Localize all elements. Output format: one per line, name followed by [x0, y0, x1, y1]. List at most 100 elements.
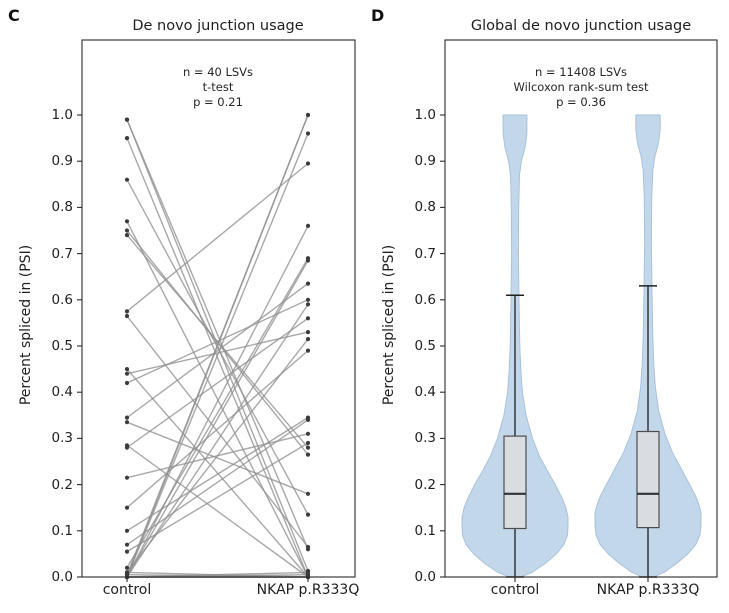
panel-c-annotation-p: p = 0.21 — [193, 95, 243, 109]
control-dot — [124, 415, 130, 420]
box — [503, 435, 527, 530]
panel-d-ylabel: Percent spliced in (PSI) — [381, 244, 397, 406]
panel-c-ylabel: Percent spliced in (PSI) — [18, 244, 34, 406]
panel-c-annotation-test: t-test — [202, 80, 234, 94]
y-tick-label: 0.4 — [51, 384, 73, 401]
variant-dot — [305, 297, 311, 302]
panel-c-plot — [77, 39, 356, 582]
pair-line — [126, 303, 309, 578]
pair-line — [126, 137, 309, 578]
pair-line — [126, 315, 309, 548]
panel-c-title: De novo junction usage — [132, 18, 304, 34]
control-dot — [124, 219, 130, 224]
pair-line — [126, 416, 309, 532]
panel-c-annotation: n = 40 LSVs t-test p = 0.21 — [183, 65, 253, 110]
y-tick-label: 1.0 — [51, 107, 73, 123]
variant-dot — [305, 337, 311, 342]
y-tick-label: 0.8 — [51, 199, 73, 216]
y-tick-label: 0.9 — [51, 153, 73, 170]
y-tick-label: 0.3 — [414, 430, 436, 447]
control-dot — [124, 136, 130, 141]
pair-line — [126, 419, 309, 546]
y-tick-label: 0.7 — [414, 245, 436, 262]
pair-line — [126, 444, 309, 578]
y-tick-label: 0.1 — [414, 522, 436, 539]
y-tick-label: 0.0 — [414, 569, 436, 585]
pair-line — [126, 571, 309, 578]
y-tick-label: 0.6 — [51, 291, 73, 308]
variant-dot — [305, 223, 311, 228]
pair-line — [126, 349, 309, 509]
variant-dot — [305, 330, 311, 335]
variant-dot — [305, 161, 311, 166]
control-dot — [124, 228, 130, 233]
variant-dot — [305, 131, 311, 136]
box — [636, 430, 660, 529]
variant-dot — [305, 570, 311, 575]
pair-line — [126, 421, 309, 495]
control-dot — [124, 549, 130, 554]
control-dot — [124, 420, 130, 425]
control-dot — [124, 313, 130, 319]
pair-line — [126, 282, 309, 419]
pair-line — [126, 225, 309, 578]
pair-line — [126, 132, 309, 578]
y-tick-label: 0.9 — [414, 153, 436, 170]
control-dot — [124, 309, 130, 314]
panel-d-xtick-control: control — [490, 582, 540, 598]
axes-spines — [81, 39, 356, 578]
control-dot — [124, 177, 130, 182]
pair-line — [126, 114, 309, 576]
y-tick-label: 0.8 — [414, 199, 436, 216]
y-tick-label: 0.2 — [51, 476, 73, 493]
y-tick-label: 0.4 — [414, 384, 436, 401]
panel-d-annotation-n: n = 11408 LSVs — [534, 65, 628, 79]
y-tick-label: 0.5 — [51, 338, 73, 354]
control-dot — [124, 475, 130, 480]
panel-d-annotation: n = 11408 LSVs Wilcoxon rank-sum test p … — [513, 65, 648, 110]
panel-d-xtick-nkap: NKAP p.R333Q — [596, 582, 700, 598]
y-tick-label: 0.0 — [51, 569, 73, 585]
panel-d-title: Global de novo junction usage — [470, 18, 692, 34]
variant-dot — [305, 491, 311, 496]
control-dot — [124, 233, 130, 238]
pair-line — [126, 338, 309, 574]
y-tick-label: 0.3 — [51, 430, 73, 447]
variant-dot — [305, 281, 311, 286]
y-tick-label: 0.2 — [414, 476, 436, 493]
pair-line — [126, 317, 309, 449]
variant-dot — [305, 316, 311, 321]
panel-d-plot — [440, 39, 718, 582]
variant-dot — [305, 258, 311, 263]
y-tick-label: 0.1 — [51, 522, 73, 539]
variant-dot — [305, 512, 311, 517]
variant-dot — [305, 431, 311, 436]
control-dot — [124, 445, 130, 450]
control-dot — [124, 380, 130, 386]
control-dot — [124, 542, 130, 547]
panel-c-xtick-control: control — [102, 582, 152, 598]
y-tick-label: 0.6 — [414, 291, 436, 308]
axes-spines — [444, 39, 718, 578]
pair-line — [126, 162, 309, 313]
variant-dot — [305, 440, 311, 446]
pair-line — [126, 220, 309, 578]
control-dot — [124, 371, 130, 376]
variant-dot — [305, 302, 311, 307]
pair-line — [126, 299, 309, 384]
control-dot — [124, 367, 130, 372]
control-dot — [124, 570, 130, 575]
control-dot — [124, 505, 130, 510]
panel-letter-c: C — [8, 6, 20, 25]
pair-line — [126, 229, 309, 456]
panel-d-annotation-test: Wilcoxon rank-sum test — [513, 80, 649, 94]
y-tick-label: 1.0 — [414, 107, 436, 123]
pair-lines — [126, 114, 309, 578]
variant-dot — [305, 452, 311, 457]
y-tick-label: 0.5 — [414, 338, 436, 354]
control-dot — [124, 117, 130, 122]
panel-c-annotation-n: n = 40 LSVs — [182, 65, 254, 79]
panel-letter-d: D — [371, 6, 385, 25]
control-dot — [124, 528, 130, 533]
